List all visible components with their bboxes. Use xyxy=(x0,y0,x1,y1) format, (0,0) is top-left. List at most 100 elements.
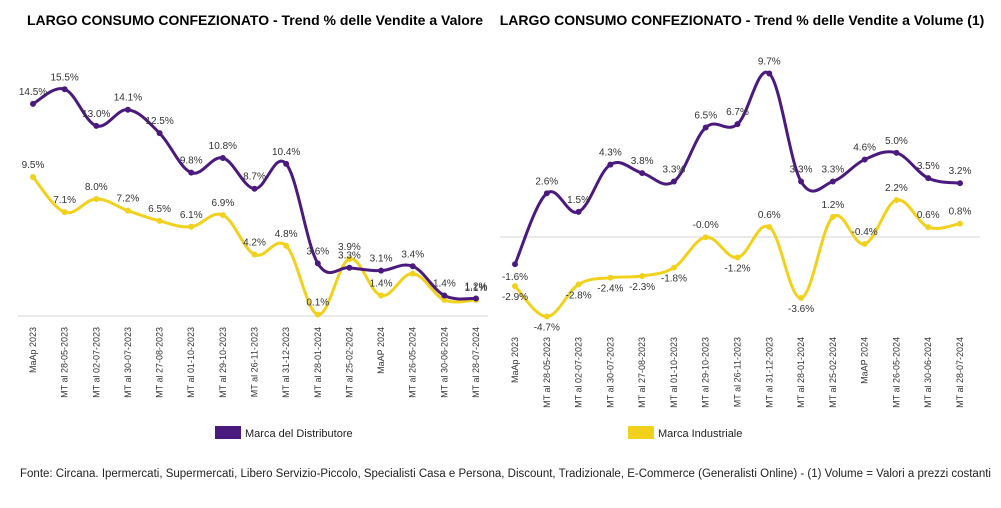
data-point xyxy=(957,180,963,187)
x-tick-label: MaAP 2024 xyxy=(860,337,870,384)
data-label: 7.1% xyxy=(53,195,76,206)
data-point xyxy=(251,251,258,258)
x-tick-label: MT al 28-05-2023 xyxy=(542,337,552,408)
x-tick-label: MT al 26-11-2023 xyxy=(250,327,260,397)
data-label: 8.0% xyxy=(85,182,108,193)
data-point xyxy=(575,281,582,288)
data-label: 0.6% xyxy=(917,210,940,221)
data-label: 3.8% xyxy=(631,156,654,167)
data-point xyxy=(766,70,773,77)
data-label: 14.1% xyxy=(114,93,142,104)
data-point xyxy=(188,223,195,230)
x-tick-label: MT al 30-06-2024 xyxy=(923,337,933,408)
x-tick-label: MT al 26-05-2024 xyxy=(408,327,418,398)
data-label: 9.8% xyxy=(180,156,203,167)
data-point xyxy=(441,296,448,303)
data-label: -2.4% xyxy=(597,284,623,295)
data-label: 13.0% xyxy=(82,109,110,120)
data-label: 3.4% xyxy=(401,249,424,260)
legend-item-distributore: Marca del Distributore xyxy=(215,426,353,440)
data-label: 3.3% xyxy=(821,165,844,176)
data-point xyxy=(156,130,163,137)
data-point xyxy=(124,207,131,214)
data-label: 3.1% xyxy=(370,254,393,265)
x-tick-label: MT al 01-10-2023 xyxy=(669,337,679,408)
data-point xyxy=(124,106,131,113)
data-label: 10.4% xyxy=(272,147,300,158)
data-label: -0.4% xyxy=(852,227,878,238)
data-label: 9.7% xyxy=(758,57,781,68)
data-label: 0.1% xyxy=(306,298,329,309)
data-point xyxy=(61,209,68,216)
data-point xyxy=(346,255,353,262)
data-point xyxy=(639,273,646,279)
data-point xyxy=(512,261,518,268)
data-label: 0.8% xyxy=(949,207,972,218)
data-point xyxy=(861,240,868,247)
data-label: 1.4% xyxy=(433,279,456,290)
data-point xyxy=(734,121,741,128)
data-label: 7.2% xyxy=(117,194,140,205)
data-point xyxy=(219,212,226,219)
data-point xyxy=(893,149,900,156)
data-point xyxy=(378,267,385,274)
x-tick-label: MaAp 2023 xyxy=(510,337,520,383)
legend-label-distributore: Marca del Distributore xyxy=(245,428,353,440)
x-tick-label: MT al 29-10-2023 xyxy=(701,337,711,408)
x-tick-label: MT al 30-07-2023 xyxy=(605,337,615,408)
x-tick-label: MT al 25-02-2024 xyxy=(344,327,354,398)
x-tick-label: MT al 29-10-2023 xyxy=(218,327,228,398)
data-label: 8.7% xyxy=(243,172,266,183)
x-tick-label: MT al 26-05-2024 xyxy=(891,337,901,408)
data-point xyxy=(670,178,677,185)
data-label: 2.2% xyxy=(885,183,908,194)
data-label: 3.3% xyxy=(663,165,686,176)
data-point xyxy=(251,185,258,192)
x-tick-label: MaAp 2023 xyxy=(28,327,38,373)
x-tick-label: MT al 28-01-2024 xyxy=(313,327,323,398)
x-tick-label: MT al 30-06-2024 xyxy=(439,327,449,398)
series-line-industriale xyxy=(513,198,961,319)
data-label: 6.1% xyxy=(180,210,203,221)
data-point xyxy=(409,263,416,270)
data-point xyxy=(283,242,290,249)
data-label: 3.3% xyxy=(338,251,361,262)
data-label: 9.5% xyxy=(22,160,45,171)
data-label: 6.5% xyxy=(694,111,717,122)
x-tick-label: MT al 28-01-2024 xyxy=(796,337,806,408)
data-label: 1.4% xyxy=(370,279,393,290)
x-tick-label: MT al 31-12-2023 xyxy=(281,327,291,398)
data-point xyxy=(861,156,868,163)
x-tick-label: MT al 28-07-2024 xyxy=(955,337,965,408)
x-tick-label: MT al 31-12-2023 xyxy=(764,337,774,408)
data-point xyxy=(314,311,321,318)
x-tick-label: MT al 27-08-2023 xyxy=(155,327,165,398)
data-point xyxy=(61,86,68,93)
series-line-distributore xyxy=(32,87,477,301)
data-label: -1.8% xyxy=(661,274,687,285)
data-point xyxy=(314,260,321,267)
data-label: 12.5% xyxy=(145,116,173,127)
data-label: -0.0% xyxy=(693,220,719,231)
data-label: 3.6% xyxy=(306,246,329,257)
data-label: 4.6% xyxy=(853,143,876,154)
data-label: -4.7% xyxy=(534,323,560,334)
data-point xyxy=(734,254,741,261)
legend-swatch-distributore xyxy=(215,426,241,439)
data-label: 6.5% xyxy=(148,204,171,215)
data-point xyxy=(441,292,448,299)
data-point xyxy=(798,178,805,185)
data-point xyxy=(473,295,479,302)
chart-title: LARGO CONSUMO CONFEZIONATO - Trend % del… xyxy=(27,12,483,28)
x-tick-label: MT al 26-11-2023 xyxy=(733,337,743,407)
data-label: 1.2% xyxy=(821,200,844,211)
data-point xyxy=(607,274,614,281)
x-tick-label: MT al 27-08-2023 xyxy=(637,337,647,408)
data-label: 1.2% xyxy=(465,281,488,292)
data-label: -2.3% xyxy=(629,282,655,293)
data-point xyxy=(925,224,932,231)
source-note: Fonte: Circana. Ipermercati, Supermercat… xyxy=(20,468,991,480)
series-line-distributore xyxy=(513,70,961,265)
data-label: 3.2% xyxy=(949,166,972,177)
data-point xyxy=(219,155,226,162)
